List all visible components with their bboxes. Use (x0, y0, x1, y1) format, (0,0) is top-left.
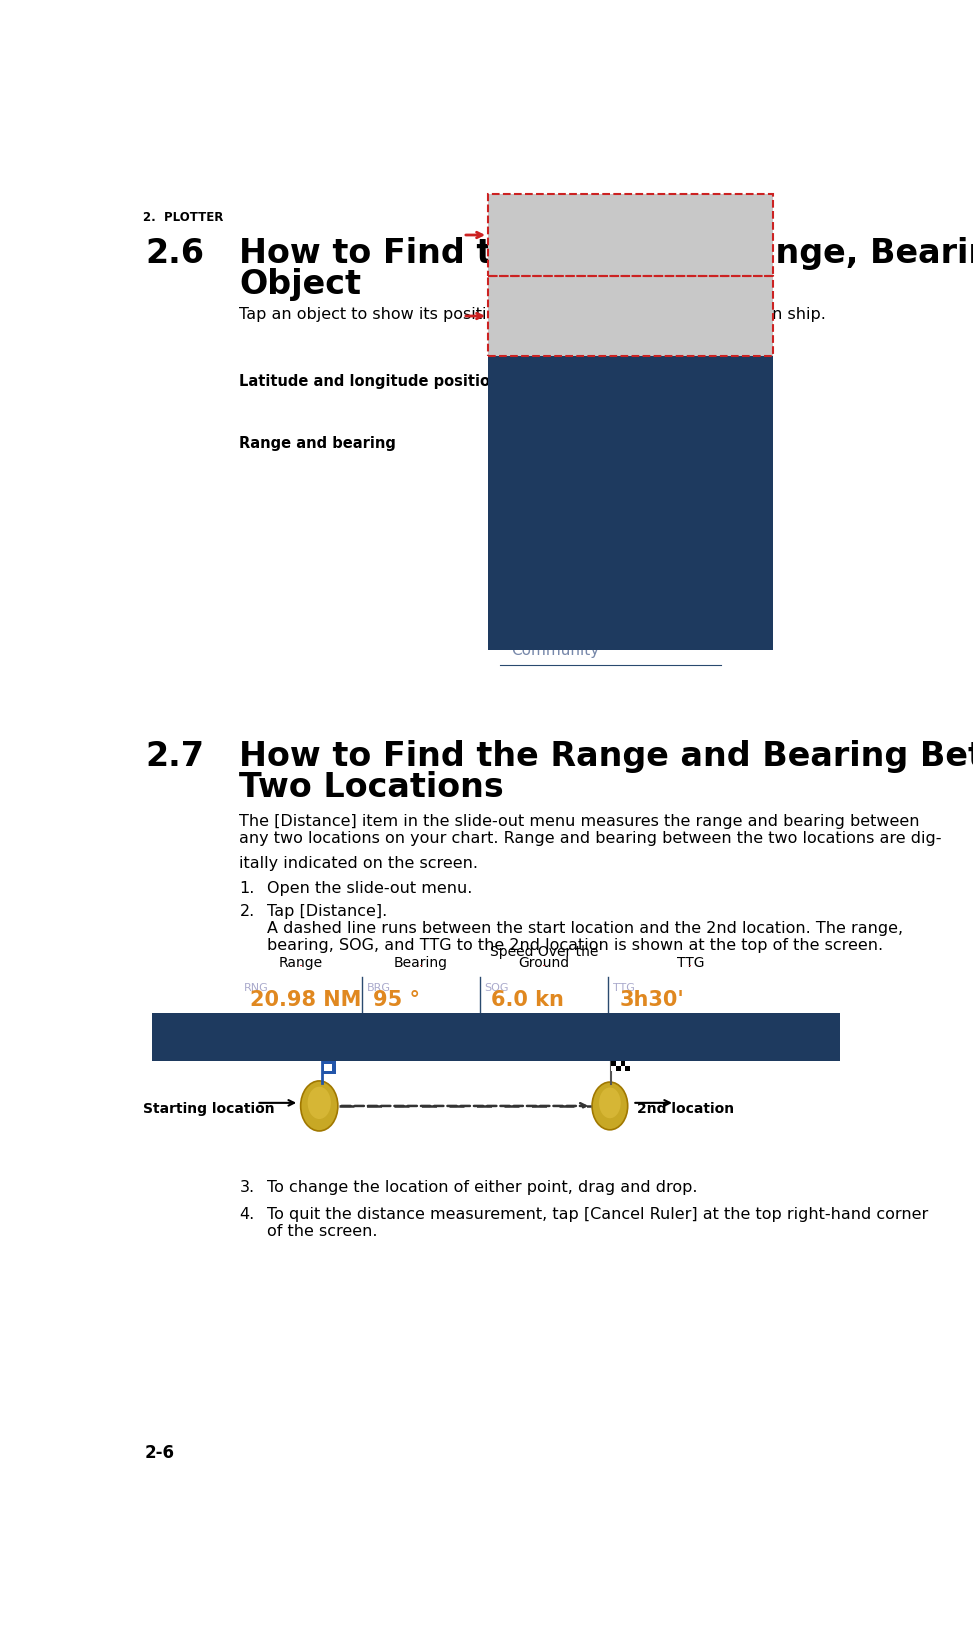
Bar (324, 1064, 332, 1072)
Bar (616, 1067, 621, 1070)
Text: 2nd location: 2nd location (637, 1101, 734, 1116)
Bar (621, 1062, 626, 1067)
Text: 2-6: 2-6 (145, 1444, 175, 1462)
Text: any two locations on your chart. Range and bearing between the two locations are: any two locations on your chart. Range a… (239, 829, 942, 846)
Ellipse shape (307, 1087, 331, 1119)
Text: How to Find the Range and Bearing Between: How to Find the Range and Bearing Betwee… (239, 739, 973, 774)
Text: Two Locations: Two Locations (239, 770, 504, 803)
Text: itally indicated on the screen.: itally indicated on the screen. (239, 856, 479, 870)
Text: N 25°36.925': N 25°36.925' (602, 357, 713, 372)
Text: 4.: 4. (239, 1206, 255, 1221)
Text: GoTo: GoTo (511, 513, 548, 528)
Text: How to Find the Position, Range, Bearing of an: How to Find the Position, Range, Bearing… (239, 236, 973, 270)
Text: Open the slide-out menu.: Open the slide-out menu. (268, 880, 473, 897)
Text: 3h30': 3h30' (619, 990, 684, 1010)
Text: BRG: BRG (367, 982, 390, 992)
Text: Ground: Ground (519, 956, 569, 969)
Text: 2.6: 2.6 (145, 236, 204, 270)
Text: Range: Range (511, 418, 559, 433)
Text: 3.: 3. (239, 1180, 255, 1195)
Text: Community: Community (511, 642, 599, 657)
Text: 20.98 NM: 20.98 NM (250, 990, 362, 1010)
Text: 1.: 1. (239, 880, 255, 897)
Text: Speed Over the: Speed Over the (489, 944, 598, 959)
Text: To change the location of either point, drag and drop.: To change the location of either point, … (268, 1180, 698, 1195)
Text: 4.079 NM: 4.079 NM (631, 418, 713, 433)
Text: TTG: TTG (613, 982, 634, 992)
Ellipse shape (301, 1082, 338, 1131)
Text: Starting location: Starting location (143, 1101, 275, 1116)
Text: Latitude and longitude position: Latitude and longitude position (239, 374, 501, 388)
Bar (611, 1062, 616, 1067)
Bar (611, 1057, 616, 1062)
Text: 2.  PLOTTER: 2. PLOTTER (143, 210, 224, 223)
Bar (626, 1057, 631, 1062)
Text: To quit the distance measurement, tap [Cancel Ruler] at the top right-hand corne: To quit the distance measurement, tap [C… (268, 1206, 928, 1221)
Bar (626, 1062, 631, 1067)
Text: New Point: New Point (511, 480, 587, 495)
Text: Bearing: Bearing (394, 956, 448, 969)
Text: bearing, SOG, and TTG to the 2nd location is shown at the top of the screen.: bearing, SOG, and TTG to the 2nd locatio… (268, 938, 883, 952)
Text: Range: Range (278, 956, 323, 969)
Text: Bearing: Bearing (511, 439, 570, 454)
Text: Tide: Tide (511, 577, 543, 593)
Bar (616, 1057, 621, 1062)
Bar (621, 1067, 626, 1070)
Bar (626, 1067, 631, 1070)
Ellipse shape (592, 1082, 628, 1131)
Text: Chart Info: Chart Info (511, 610, 587, 624)
Text: W 80°12.351': W 80°12.351' (598, 379, 713, 393)
Text: Tap [Distance].: Tap [Distance]. (268, 903, 387, 919)
Bar (611, 1067, 616, 1070)
Text: RNG: RNG (244, 982, 269, 992)
Bar (621, 1052, 626, 1057)
Text: Tap an object to show its position, and range and bearing from own ship.: Tap an object to show its position, and … (239, 306, 826, 321)
Text: 95 °: 95 ° (373, 990, 419, 1010)
Bar (616, 1062, 621, 1067)
Bar (321, 1062, 336, 1074)
Text: Move Boat: Move Boat (511, 675, 592, 690)
Bar (616, 1052, 621, 1057)
Ellipse shape (599, 1088, 621, 1118)
Text: of the screen.: of the screen. (268, 1223, 378, 1237)
Bar (626, 1052, 631, 1057)
Bar (611, 1052, 616, 1057)
Text: A dashed line runs between the start location and the 2nd location. The range,: A dashed line runs between the start loc… (268, 921, 904, 936)
Text: Object: Object (239, 267, 361, 300)
Text: New Route: New Route (511, 546, 594, 561)
Text: Lat: Lat (511, 357, 534, 372)
Bar (621, 1057, 626, 1062)
Text: SOG: SOG (485, 982, 509, 992)
Text: 6.0 kn: 6.0 kn (490, 990, 563, 1010)
Text: TTG: TTG (677, 956, 704, 969)
Text: Lon: Lon (511, 379, 538, 393)
Text: 221.9 ° R: 221.9 ° R (634, 439, 713, 454)
Text: 2.: 2. (239, 903, 255, 919)
Text: 2.7: 2.7 (145, 739, 204, 774)
Text: The [Distance] item in the slide-out menu measures the range and bearing between: The [Distance] item in the slide-out men… (239, 813, 919, 828)
Text: Range and bearing: Range and bearing (239, 436, 396, 451)
